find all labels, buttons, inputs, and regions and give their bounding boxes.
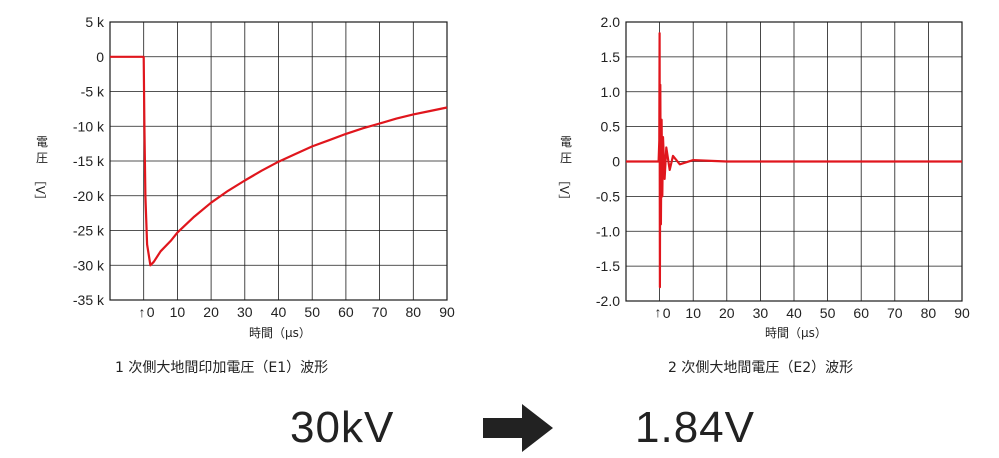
y-tick-label: -15 k	[73, 153, 105, 169]
chart-e1-y-ticks: 5 k 0 -5 k -10 k -15 k -20 k -25 k -30 k -35 k	[73, 14, 105, 308]
x-tick-label: 40	[271, 304, 287, 320]
y-tick-label: 2.0	[601, 14, 621, 30]
x-tick-label: 90	[954, 305, 970, 321]
y-tick-label: -1.5	[596, 258, 620, 274]
chart-e1-ylabel-3: ［V］	[33, 174, 47, 206]
chart-e1-ylabel-2: 圧	[36, 151, 48, 165]
chart-e1-trigger-marker: ↑	[139, 304, 146, 320]
chart-e1-ylabel-1: 電	[36, 135, 48, 149]
chart-e2-ylabel-2: 圧	[560, 151, 572, 165]
chart-e1-applied-voltage: 5 k 0 -5 k -10 k -15 k -20 k -25 k -30 k -35 k 0…	[33, 14, 455, 376]
y-tick-label: -30 k	[73, 257, 105, 273]
y-tick-label: -20 k	[73, 188, 105, 204]
y-tick-label: 1.0	[601, 84, 621, 100]
y-tick-label: 1.5	[601, 49, 621, 65]
x-tick-label: 20	[719, 305, 735, 321]
y-tick-label: -35 k	[73, 292, 105, 308]
x-tick-label: 90	[439, 304, 455, 320]
y-tick-label: -1.0	[596, 223, 620, 239]
chart-e2-y-ticks: 2.0 1.5 1.0 0.5 0 -0.5 -1.0 -1.5 -2.0	[596, 14, 620, 309]
chart-e2-x-ticks: 0 10 20 30 40 50 60 70 80 90	[663, 305, 970, 321]
chart-e2-trigger-marker: ↑	[655, 304, 662, 320]
y-tick-label: 0	[612, 154, 620, 170]
chart-e2-series	[626, 32, 962, 289]
chart-e1-grid	[109, 21, 448, 301]
chart-e2-ylabel-1: 電	[560, 135, 572, 149]
series-line	[626, 32, 962, 289]
y-tick-label: -0.5	[596, 188, 620, 204]
x-tick-label: 70	[372, 304, 388, 320]
y-tick-label: -25 k	[73, 223, 105, 239]
chart-e1-xlabel: 時間（μs）	[249, 326, 311, 340]
chart-e2-xlabel: 時間（μs）	[765, 326, 827, 340]
chart-e2-caption: 2 次側大地間電圧（E2）波形	[668, 360, 853, 376]
x-tick-label: 60	[338, 304, 354, 320]
y-tick-label: 0	[96, 49, 104, 65]
chart-e2-ylabel-3: ［V］	[557, 174, 571, 206]
chart-e2-secondary-voltage: 2.0 1.5 1.0 0.5 0 -0.5 -1.0 -1.5 -2.0 0 10 20 30 40 5…	[557, 14, 970, 376]
y-tick-label: -5 k	[81, 84, 105, 100]
input-voltage-value: 30kV	[290, 403, 394, 452]
x-tick-label: 40	[786, 305, 802, 321]
x-tick-label: 0	[147, 304, 155, 320]
y-tick-label: 0.5	[601, 119, 621, 135]
x-tick-label: 10	[170, 304, 186, 320]
x-tick-label: 60	[853, 305, 869, 321]
y-tick-label: -10 k	[73, 118, 105, 134]
x-tick-label: 10	[685, 305, 701, 321]
right-arrow-icon	[483, 404, 553, 452]
output-voltage-value: 1.84V	[635, 403, 755, 452]
x-tick-label: 50	[304, 304, 320, 320]
y-tick-label: 5 k	[85, 14, 105, 30]
x-tick-label: 30	[237, 304, 253, 320]
chart-e1-series	[110, 55, 448, 267]
series-line	[110, 55, 448, 267]
y-tick-label: -2.0	[596, 293, 620, 309]
plot-frame	[109, 21, 448, 301]
x-tick-label: 0	[663, 305, 671, 321]
x-tick-label: 70	[887, 305, 903, 321]
x-tick-label: 20	[203, 304, 219, 320]
x-tick-label: 30	[753, 305, 769, 321]
chart-e1-x-ticks: 0 10 20 30 40 50 60 70 80 90	[147, 304, 455, 320]
x-tick-label: 80	[406, 304, 422, 320]
chart-e1-caption: 1 次側大地間印加電圧（E1）波形	[115, 360, 328, 376]
x-tick-label: 50	[820, 305, 836, 321]
x-tick-label: 80	[921, 305, 937, 321]
